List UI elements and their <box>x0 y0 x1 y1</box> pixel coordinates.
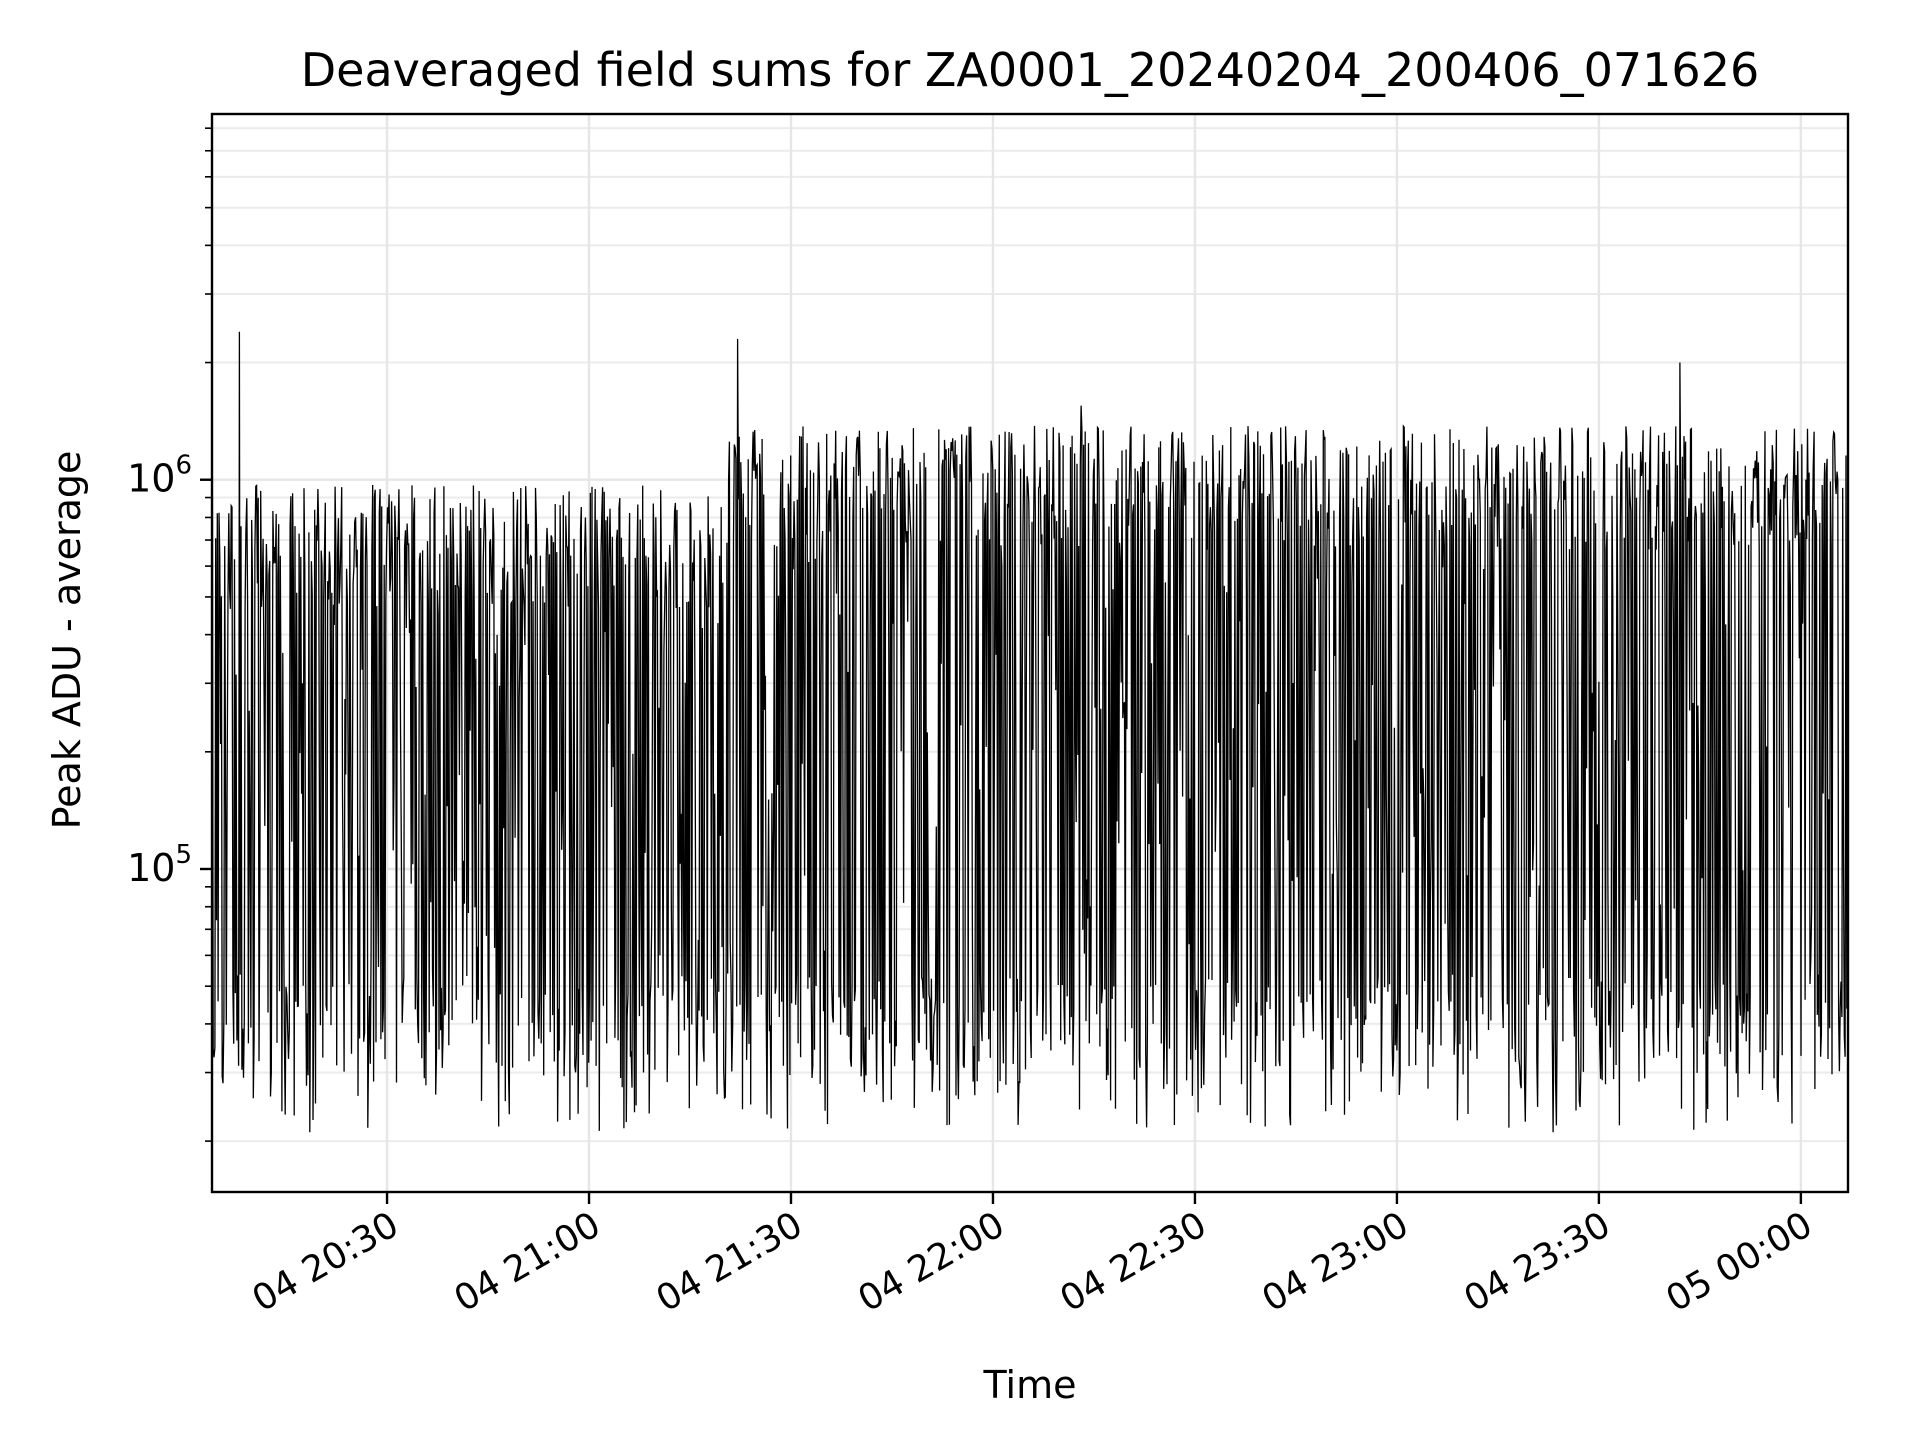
y-tick-label: 106 <box>127 451 192 501</box>
x-tick-label: 04 21:00 <box>448 1204 608 1320</box>
x-axis-label: Time <box>983 1363 1077 1407</box>
series-layer <box>212 331 1848 1133</box>
x-tick-label: 04 20:30 <box>246 1204 406 1320</box>
y-tick-label: 105 <box>127 840 192 890</box>
y-axis-label: Peak ADU - average <box>45 451 89 830</box>
x-tick-label: 04 23:30 <box>1457 1204 1617 1320</box>
series-line <box>212 331 1848 1133</box>
x-tick-label: 04 22:30 <box>1054 1204 1214 1320</box>
x-tick-label: 05 00:00 <box>1659 1204 1819 1320</box>
plot-frame <box>210 112 1850 1194</box>
x-tick-label: 04 23:00 <box>1255 1204 1415 1320</box>
ticks <box>200 127 1803 1204</box>
y-tick-exponent: 6 <box>175 451 192 481</box>
x-tick-label: 04 22:00 <box>852 1204 1012 1320</box>
y-tick-exponent: 5 <box>175 840 192 870</box>
chart-title: Deaveraged field sums for ZA0001_2024020… <box>301 43 1760 97</box>
x-tick-label: 04 21:30 <box>650 1204 810 1320</box>
